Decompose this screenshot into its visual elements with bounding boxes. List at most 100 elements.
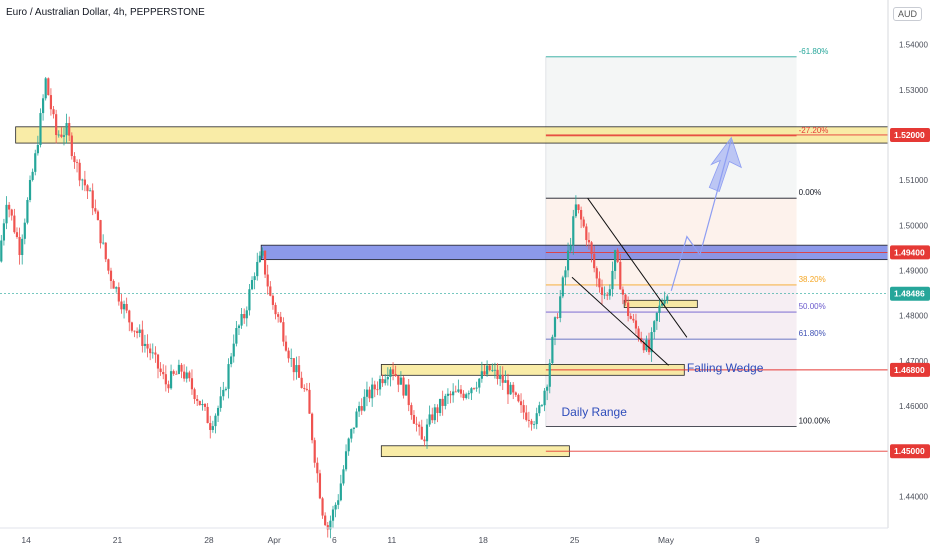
candle-body — [274, 304, 277, 315]
candle-body — [201, 404, 204, 406]
candle-body — [337, 500, 340, 505]
candle-body — [115, 287, 118, 289]
candle-body — [172, 371, 175, 374]
candle-body — [538, 405, 541, 414]
candle-body — [472, 388, 476, 390]
candle-body — [527, 419, 530, 421]
candle-body — [109, 270, 113, 281]
candle-body — [603, 294, 606, 296]
candle-body — [313, 440, 316, 463]
candle-body — [104, 242, 107, 260]
candle-body — [394, 373, 397, 377]
time-tick-label: 21 — [113, 535, 123, 545]
candle-body — [585, 226, 588, 241]
candle-body — [587, 240, 591, 243]
candle-body — [282, 322, 285, 342]
candle-body — [235, 328, 238, 344]
candle-body — [65, 123, 68, 136]
candle-body — [519, 401, 523, 406]
candle-body — [598, 278, 601, 288]
candle-body — [405, 384, 408, 396]
candle-body — [86, 185, 89, 192]
time-tick-label: Apr — [268, 535, 281, 545]
candle-body — [608, 289, 611, 296]
candle-body — [593, 253, 596, 269]
price-tick-label: 1.54000 — [899, 41, 928, 50]
candle-body — [112, 280, 115, 289]
candle-body — [316, 462, 319, 474]
candle-body — [371, 384, 374, 399]
candle-body — [331, 509, 335, 521]
price-tick-label: 1.48000 — [899, 312, 928, 321]
candle-body — [237, 325, 241, 329]
candle-body — [499, 374, 502, 379]
candle-body — [326, 525, 329, 530]
candle-body — [292, 358, 295, 373]
fib-level-label: 50.00% — [799, 302, 826, 311]
candle-body — [261, 250, 264, 256]
candle-body — [68, 123, 71, 136]
candle-body — [407, 384, 410, 406]
candle-body — [556, 317, 559, 319]
candle-body — [193, 389, 196, 400]
fib-level-label: -61.80% — [799, 47, 829, 56]
candle-body — [133, 330, 136, 332]
candle-body — [616, 250, 619, 262]
candle-body — [391, 369, 395, 374]
candle-body — [425, 424, 429, 442]
candle-body — [441, 398, 444, 406]
candle-body — [329, 520, 332, 530]
price-tick-label: 1.47000 — [899, 357, 928, 366]
price-tick-label: 1.53000 — [899, 86, 928, 95]
fib-level-label: 100.00% — [799, 416, 831, 425]
candle-body — [141, 329, 144, 346]
candle-body — [196, 399, 199, 401]
candle-body — [0, 240, 3, 262]
candle-body — [373, 384, 376, 390]
candle-body — [410, 405, 413, 416]
candle-body — [169, 371, 173, 389]
candle-body — [94, 208, 97, 212]
candle-body — [339, 483, 342, 501]
candle-body — [321, 498, 324, 516]
time-tick-label: 11 — [387, 535, 396, 545]
candle-body — [384, 379, 387, 384]
candle-body — [553, 317, 557, 337]
price-tick-label: 1.46000 — [899, 402, 928, 411]
candle-body — [154, 352, 157, 355]
candle-body — [619, 261, 622, 290]
candle-body — [454, 391, 457, 393]
time-tick-label: 9 — [755, 535, 760, 545]
candle-body — [386, 376, 389, 380]
candle-body — [412, 415, 416, 424]
candle-body — [277, 314, 280, 317]
currency-button[interactable]: AUD — [892, 7, 922, 21]
candle-body — [39, 113, 42, 145]
candle-body — [624, 294, 627, 303]
candle-body — [214, 415, 217, 427]
candle-body — [627, 302, 630, 316]
candle-body — [444, 395, 447, 406]
candle-body — [81, 179, 84, 181]
candle-body — [209, 423, 212, 430]
candle-body — [183, 371, 186, 379]
candle-body — [250, 280, 254, 290]
candle-body — [509, 384, 512, 395]
candle-body — [658, 305, 661, 313]
candle-body — [663, 300, 666, 304]
candle-body — [660, 303, 664, 306]
price-level-tag-label: 1.49400 — [894, 247, 925, 257]
candle-body — [102, 242, 105, 244]
candle-body — [175, 373, 178, 375]
candle-body — [546, 386, 549, 391]
price-tick-label: 1.50000 — [899, 221, 928, 230]
candle-body — [311, 413, 314, 441]
price-level-tag — [890, 362, 930, 377]
wedge-line — [587, 197, 688, 338]
candle-body — [55, 114, 58, 136]
candle-body — [613, 250, 617, 271]
candle-body — [606, 294, 609, 296]
candle-body — [125, 303, 128, 311]
candle-body — [491, 369, 494, 371]
